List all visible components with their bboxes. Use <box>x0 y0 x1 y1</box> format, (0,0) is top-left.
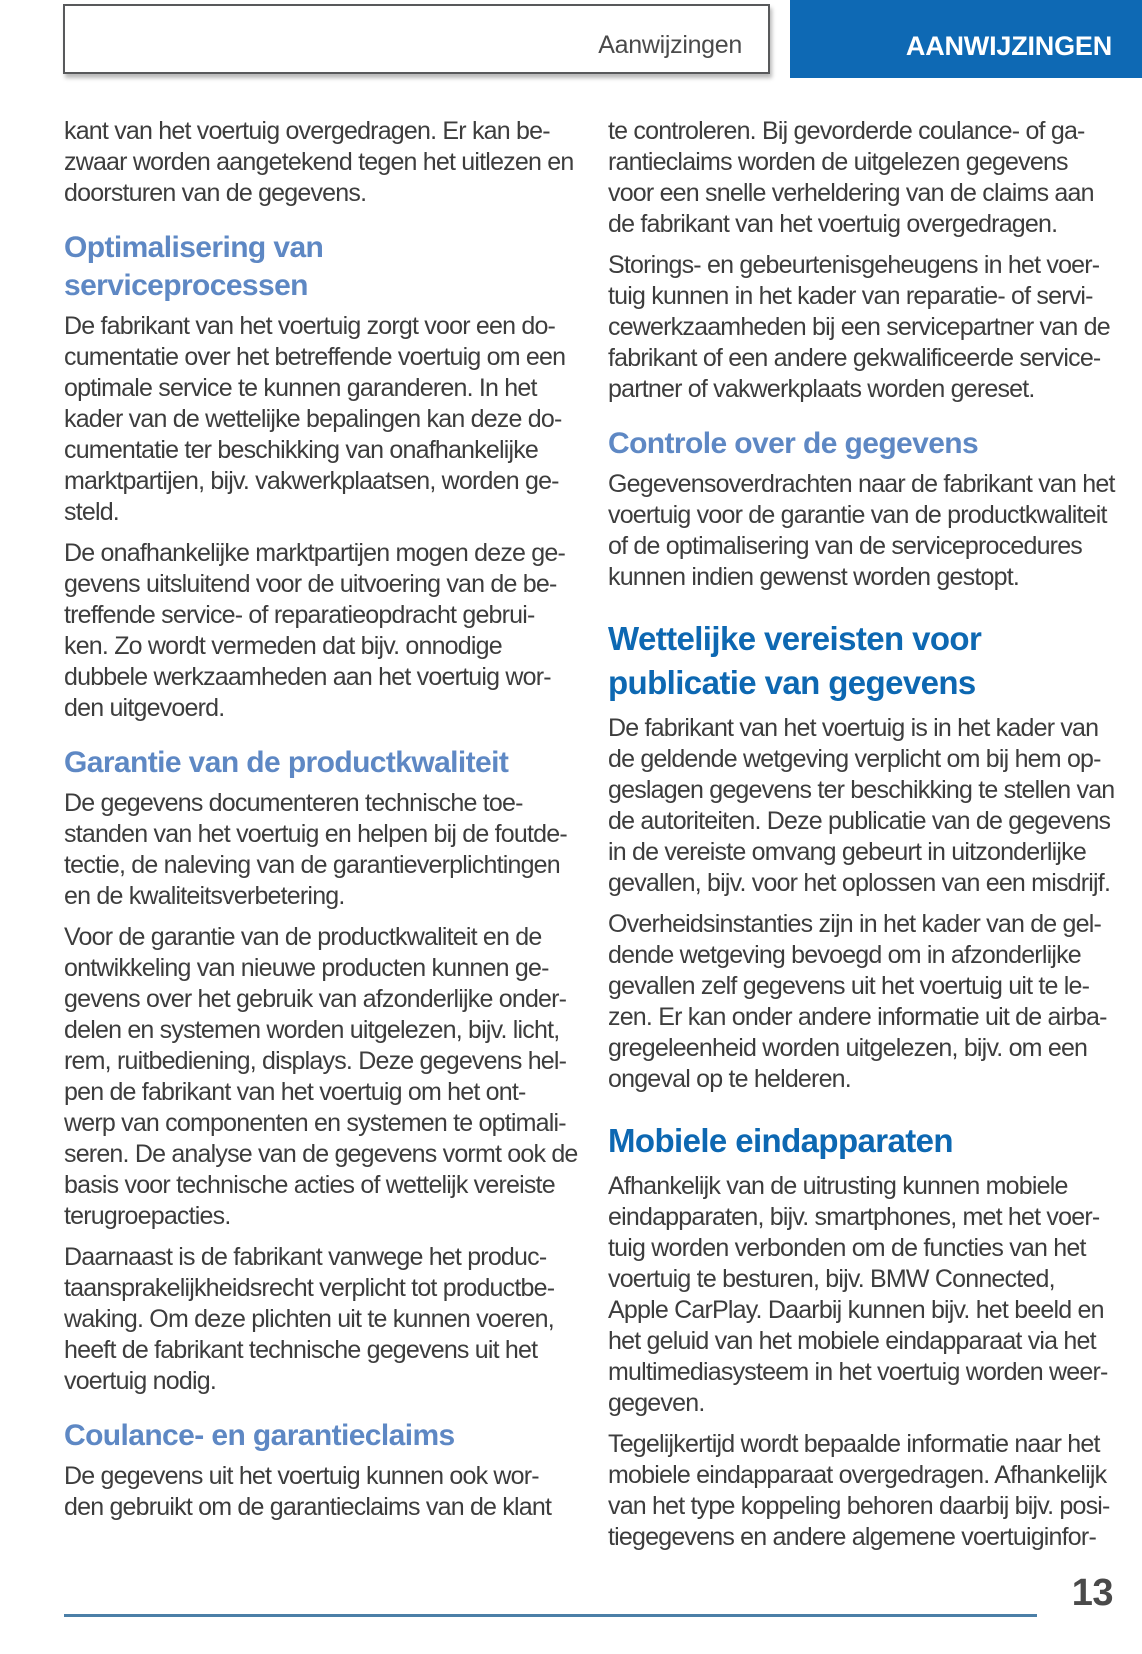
paragraph: Voor de garantie van de productkwaliteit… <box>64 923 578 1230</box>
page-number: 13 <box>1071 1572 1114 1614</box>
footer-rule <box>64 1614 1037 1617</box>
subheading: Coulance- en garantieclaims <box>64 1419 455 1452</box>
paragraph: Overheidsinstanties zijn in het kader va… <box>608 910 1107 1093</box>
subheading: Garantie van de productkwaliteit <box>64 746 509 779</box>
text-column-left: kant van het voertuig overgedragen. Er k… <box>64 116 589 1533</box>
paragraph: De onafhankelijke marktpartijen mogen de… <box>64 539 566 722</box>
paragraph: Daarnaast is de fabrikant vanwege het pr… <box>64 1243 555 1395</box>
paragraph: De fabrikant van het voertuig zorgt voor… <box>64 312 566 526</box>
section-heading: Mobiele eindapparaten <box>608 1122 954 1159</box>
subheading: Controle over de gegevens <box>608 427 979 460</box>
chapter-tab: AANWIJZINGEN <box>790 0 1142 78</box>
paragraph: De gegevens uit het voertuig kunnen ook … <box>64 1462 552 1521</box>
paragraph: Storings- en gebeurtenisgeheugens in het… <box>608 251 1111 403</box>
paragraph: Tegelijkertijd wordt bepaalde informatie… <box>608 1430 1110 1551</box>
subheading: Optimalisering van serviceprocessen <box>64 231 324 302</box>
running-header-box: Aanwijzingen <box>63 4 770 74</box>
paragraph: Gegevensoverdrachten naar de fabrikant v… <box>608 470 1115 591</box>
running-header-title: Aanwijzingen <box>598 31 742 59</box>
paragraph: te controleren. Bij gevorderde coulance-… <box>608 117 1095 238</box>
paragraph: De gegevens documenteren technische toe-… <box>64 789 568 910</box>
chapter-tab-label: AANWIJZINGEN <box>905 31 1112 61</box>
paragraph: Afhankelijk van de uitrusting kunnen mob… <box>608 1172 1108 1417</box>
paragraph: De fabrikant van het voertuig is in het … <box>608 714 1115 897</box>
text-column-right: te controleren. Bij gevorderde coulance-… <box>608 116 1128 1563</box>
section-heading: Wettelijke vereisten voor publicatie van… <box>608 620 982 701</box>
paragraph: kant van het voertuig overgedragen. Er k… <box>64 117 574 207</box>
